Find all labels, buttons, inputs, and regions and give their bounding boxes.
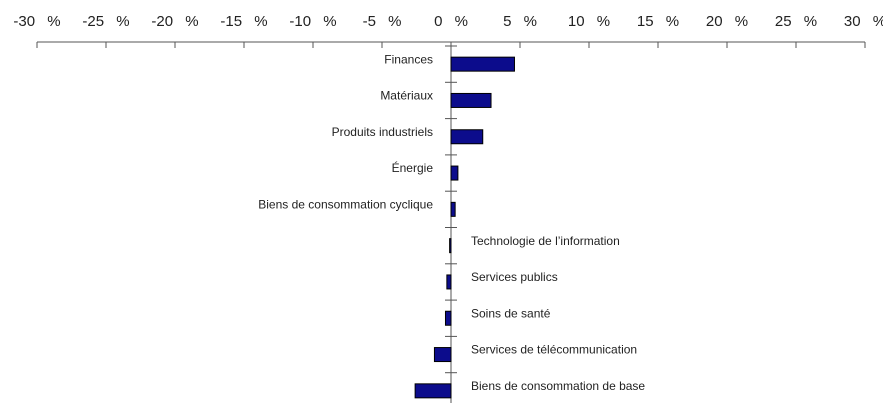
x-tick-label: -20 % bbox=[151, 13, 198, 30]
category-label: Matériaux bbox=[380, 89, 433, 103]
bar bbox=[449, 238, 452, 254]
x-tick-label: -25 % bbox=[82, 13, 129, 30]
category-label: Biens de consommation cyclique bbox=[258, 198, 433, 212]
bar bbox=[450, 165, 459, 181]
category-label: Biens de consommation de base bbox=[471, 379, 645, 393]
x-tick-label: 30 % bbox=[844, 13, 883, 30]
bar bbox=[446, 274, 452, 290]
category-label: Services publics bbox=[471, 270, 558, 284]
x-tick-label: 5 % bbox=[503, 13, 537, 30]
x-tick-label: 15 % bbox=[637, 13, 679, 30]
category-label: Produits industriels bbox=[332, 125, 433, 139]
category-label: Soins de santé bbox=[471, 306, 551, 320]
bar bbox=[433, 347, 452, 363]
x-tick-label: 25 % bbox=[775, 13, 817, 30]
category-label: Finances bbox=[384, 52, 433, 66]
x-tick-label: 10 % bbox=[568, 13, 610, 30]
x-tick-label: 20 % bbox=[706, 13, 748, 30]
x-tick-label: -15 % bbox=[220, 13, 267, 30]
x-tick-label: 0 % bbox=[434, 13, 468, 30]
bar bbox=[450, 129, 484, 145]
bar bbox=[450, 92, 492, 108]
x-tick-label: -10 % bbox=[289, 13, 336, 30]
bar bbox=[444, 310, 452, 326]
bar bbox=[450, 201, 456, 217]
category-label: Énergie bbox=[392, 160, 434, 175]
x-ticks: -30 % -25 % -20 % -15 % -10 % -5 % 0 % 5 % 10 % 1… bbox=[13, 13, 883, 48]
category-label: Services de télécommunication bbox=[471, 343, 637, 357]
x-tick-label: -30 % bbox=[13, 13, 60, 30]
bar bbox=[414, 383, 452, 399]
x-tick-label: -5 % bbox=[363, 13, 402, 30]
category-label: Technologie de l’information bbox=[471, 234, 620, 248]
bar bbox=[450, 56, 515, 72]
